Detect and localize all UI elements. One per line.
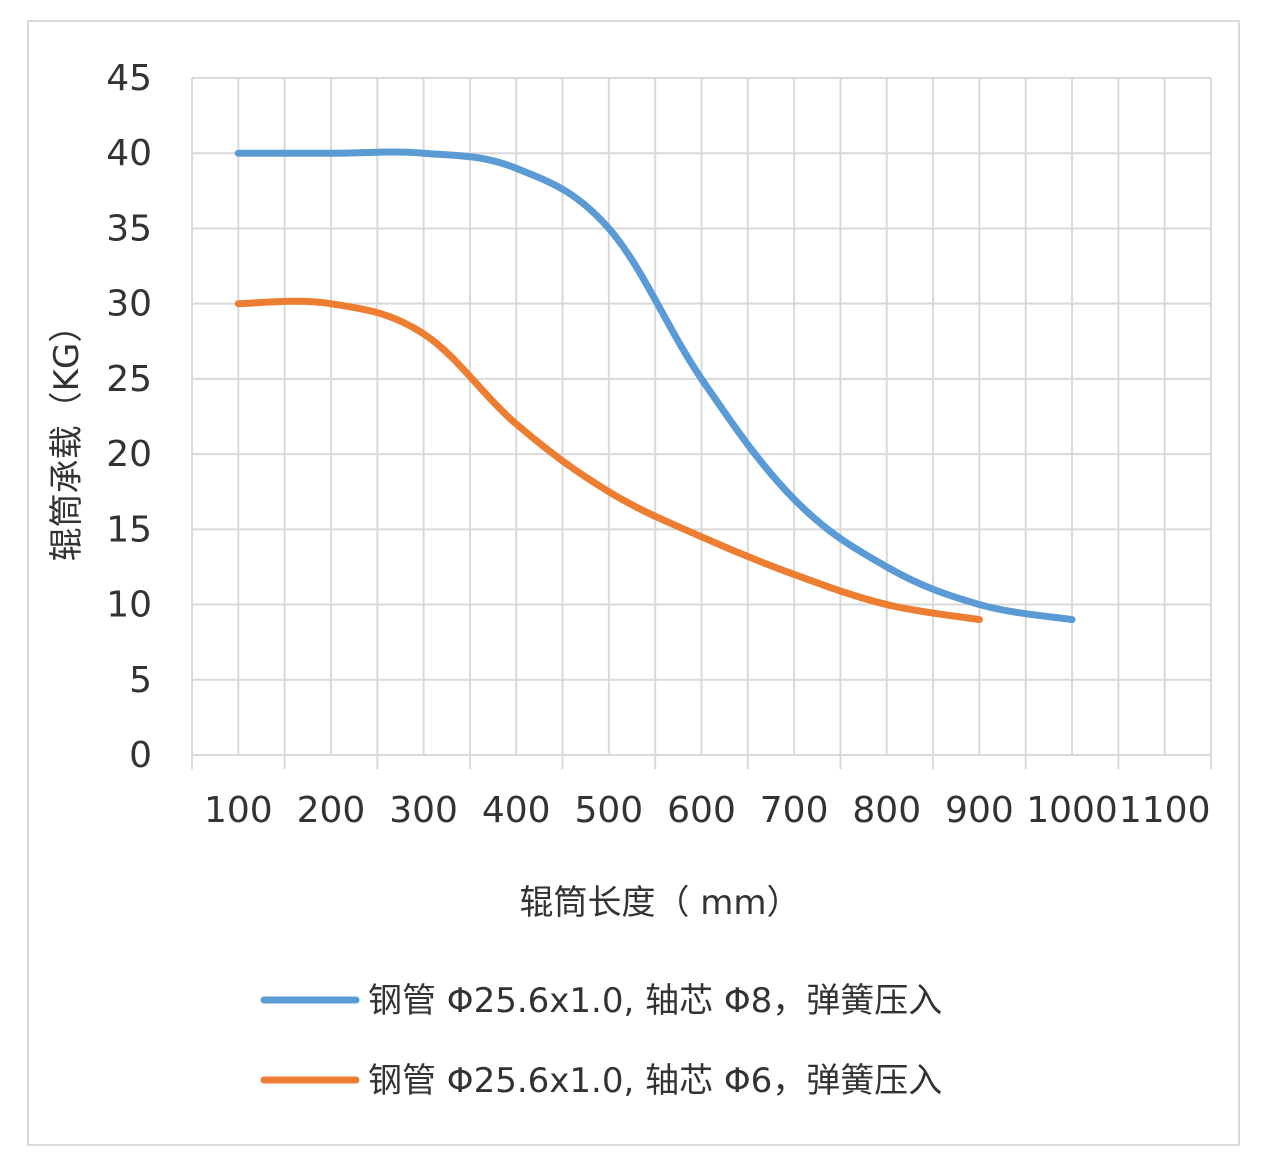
y-tick-label: 40 [106,133,152,174]
x-tick-label: 900 [945,790,1014,831]
chart-frame [27,20,1240,1146]
y-tick-label: 15 [106,509,152,550]
y-tick-label: 10 [106,585,152,626]
x-tick-label: 700 [760,790,829,831]
y-tick-label: 25 [106,359,152,400]
y-tick-label: 45 [106,58,152,99]
y-tick-label: 30 [106,284,152,325]
legend-label-2: 钢管 Φ25.6x1.0, 轴芯 Φ6，弹簧压入 [368,1061,942,1101]
series-line-1 [234,148,1076,624]
x-tick-label: 100 [204,790,273,831]
y-tick-label: 5 [129,660,152,701]
x-tick-label: 1000 [1026,790,1118,831]
grid-layer [191,77,1212,769]
x-tick-label: 800 [852,790,921,831]
y-axis-title: 辊筒承载（KG） [47,309,87,562]
legend-label-1: 钢管 Φ25.6x1.0, 轴芯 Φ8，弹簧压入 [368,981,942,1021]
x-tick-label: 1100 [1119,790,1211,831]
y-tick-label: 20 [106,434,152,475]
x-axis-ticks: 100 200 300 400 500 600 700 800 900 1000 1100 [204,790,1211,831]
x-tick-label: 200 [297,790,366,831]
x-tick-label: 600 [667,790,736,831]
y-tick-label: 35 [106,208,152,249]
y-tick-label: 0 [129,735,152,776]
series-layer [234,148,1076,624]
x-tick-label: 400 [482,790,551,831]
x-tick-label: 300 [389,790,458,831]
x-axis-title: 辊筒长度（ mm） [519,883,800,923]
series-line-2 [234,297,983,624]
x-tick-label: 500 [575,790,644,831]
y-axis-ticks: 0 5 10 15 20 25 30 35 40 45 [106,58,152,776]
